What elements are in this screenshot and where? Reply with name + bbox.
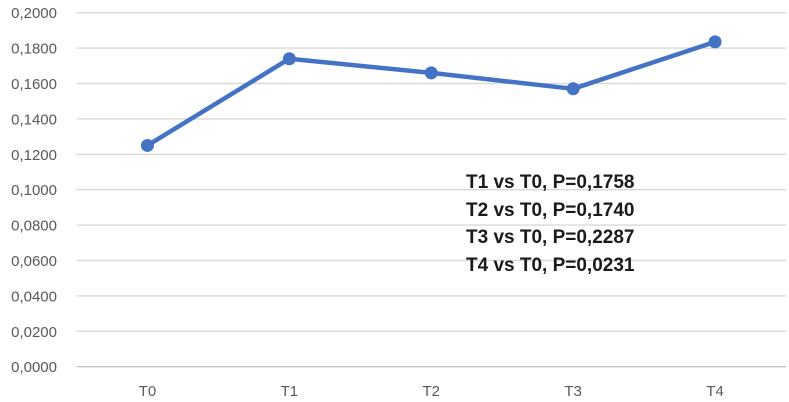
data-point-T4 — [708, 35, 722, 49]
data-line — [145, 39, 718, 148]
y-tick-label: 0,0800 — [11, 218, 57, 235]
y-tick-label: 0,1200 — [11, 147, 57, 164]
annotation-line-2: T2 vs T0, P=0,1740 — [466, 199, 635, 221]
y-tick-label: 0,0600 — [11, 253, 57, 270]
y-tick-label: 0,1000 — [11, 182, 57, 199]
y-tick-label: 0,0000 — [11, 359, 57, 376]
annotation-line-3: T3 vs T0, P=0,2287 — [466, 227, 635, 248]
x-tick-label-T3: T3 — [564, 383, 582, 400]
data-point-T1 — [282, 52, 296, 66]
annotation-line-1: T1 vs T0, P=0,1758 — [466, 172, 635, 193]
x-tick-label-T1: T1 — [281, 383, 299, 400]
data-point-T3 — [566, 82, 580, 96]
y-tick-label: 0,2000 — [11, 5, 57, 22]
annotation-line-4: T4 vs T0, P=0,0231 — [466, 254, 635, 276]
x-tick-label-T2: T2 — [422, 383, 440, 400]
x-tick-label-T0: T0 — [139, 383, 157, 400]
y-tick-label: 0,1800 — [11, 41, 57, 58]
y-tick-label: 0,1400 — [11, 111, 57, 128]
x-tick-label-T4: T4 — [706, 383, 724, 400]
y-tick-label: 0,0400 — [11, 288, 57, 305]
data-point-T2 — [424, 66, 438, 80]
y-tick-label: 0,0200 — [11, 324, 57, 341]
data-point-T0 — [140, 138, 154, 152]
y-tick-label: 0,1600 — [11, 76, 57, 93]
pvalue-annotations: T1 vs T0, P=0,1758 T2 vs T0, P=0,1740 T3… — [466, 169, 634, 279]
